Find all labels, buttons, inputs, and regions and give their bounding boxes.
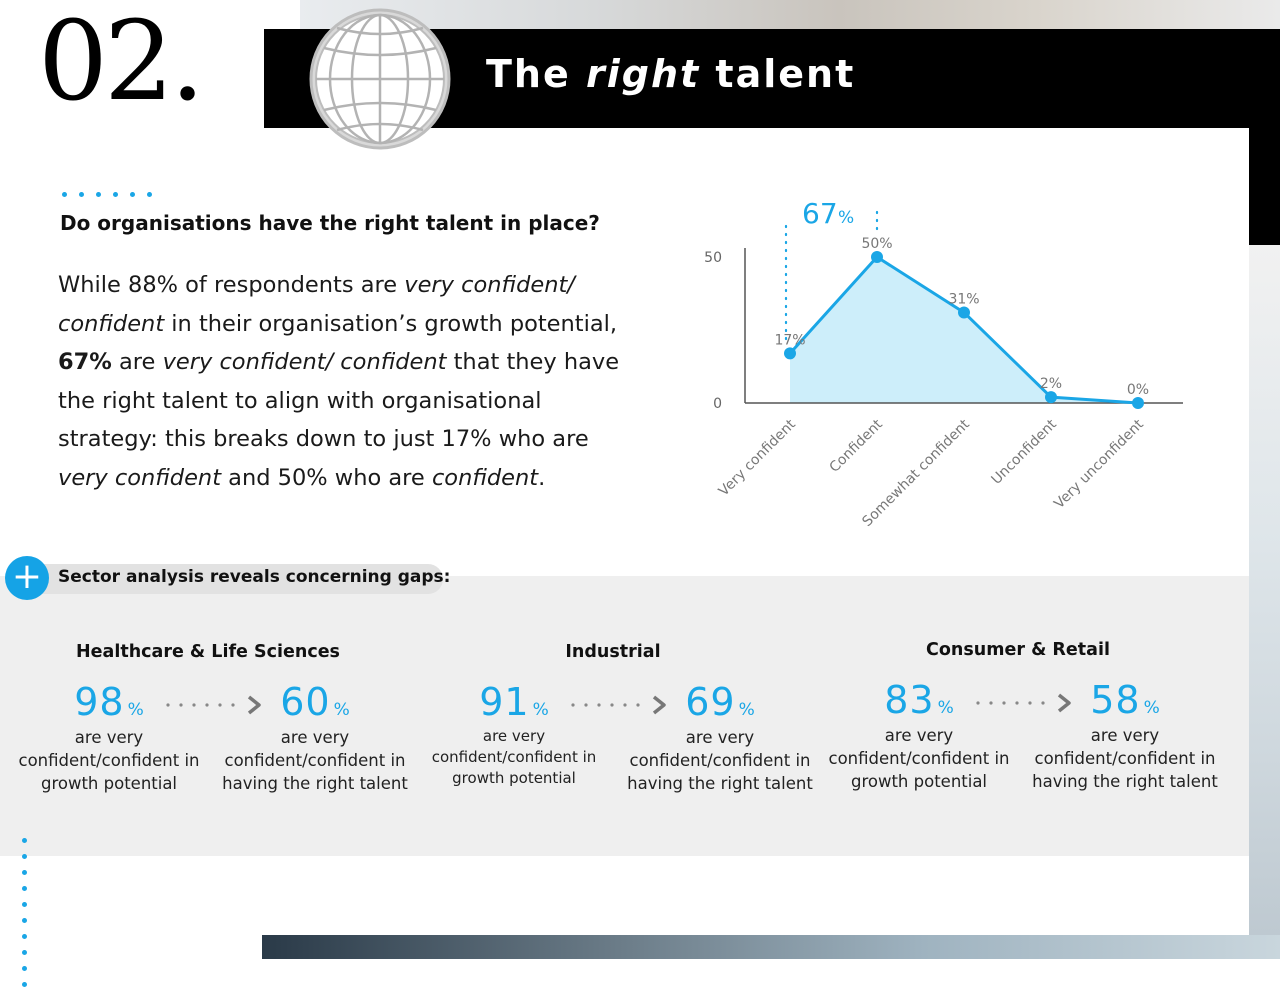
talent-value: 60 [280, 680, 331, 724]
highlight-value: 67 [802, 197, 838, 230]
description-line: confident/confident in [224, 751, 406, 770]
intro-text: . [538, 464, 546, 491]
data-label: 17% [774, 332, 805, 348]
decorative-dots-vertical [22, 838, 27, 998]
sector-title: Healthcare & Life Sciences [76, 642, 340, 662]
description-line: are very [74, 728, 144, 747]
growth-description: are very confident/confident in growth pot… [14, 726, 204, 795]
talent-description: are very confident/confident in having the… [220, 726, 410, 795]
plus-icon[interactable]: + [5, 556, 49, 600]
intro-text: While 88% of respondents are [58, 272, 405, 298]
intro-text: confident [431, 464, 539, 491]
arrow-right-icon [166, 695, 261, 715]
growth-description: are very confident/confident in growth pot… [824, 724, 1014, 793]
data-point [1132, 397, 1144, 409]
x-tick-label: Unconfident [988, 416, 1060, 488]
description-line: growth potential [40, 774, 178, 793]
description-line: are very [884, 726, 954, 745]
percent-sign: % [1143, 698, 1160, 718]
talent-description: are very confident/confident in having the… [625, 726, 815, 795]
sector-title: Industrial [565, 642, 661, 662]
data-point [958, 306, 970, 319]
background-photo-right [1249, 245, 1280, 959]
description-line: confident/confident in [1034, 749, 1216, 768]
growth-value: 91 [479, 680, 530, 724]
title-pre: The [486, 52, 571, 96]
intro-text: very confident/ confident [162, 349, 447, 375]
description-line: having the right talent [1032, 772, 1218, 791]
intro-text: that they have [446, 349, 620, 375]
description-line: having the right talent [627, 774, 813, 793]
background-photo-bottom [262, 935, 1280, 959]
data-point [871, 251, 883, 263]
description-line: growth potential [452, 769, 576, 787]
talent-value: 69 [685, 680, 736, 724]
description-line: confident/confident in [828, 749, 1010, 768]
talent-stat: 69% are very confident/confident in having … [625, 680, 815, 795]
data-label: 31% [948, 291, 979, 307]
intro-text: strategy: this breaks down to just 17% w… [58, 426, 589, 452]
description-line: are very [685, 728, 755, 747]
description-line: confident/confident in [629, 751, 811, 770]
intro-text: and 50% who are [221, 464, 432, 491]
data-point [784, 347, 796, 360]
intro-text: are [111, 349, 163, 375]
y-tick-label: 0 [713, 396, 722, 412]
data-point [1045, 391, 1057, 404]
percent-sign: % [127, 700, 144, 720]
description-line: are very [1090, 726, 1160, 745]
talent-value: 58 [1090, 678, 1141, 722]
data-label: 50% [861, 236, 892, 252]
intro-text: confident [58, 310, 165, 337]
y-tick-label: 50 [704, 250, 722, 266]
percent-sign: % [333, 700, 350, 720]
description-line: are very [280, 728, 350, 747]
growth-description: are very confident/confident in growth pot… [419, 726, 609, 789]
sector-heading-pill [20, 564, 443, 594]
intro-text: in their organisation’s growth potential… [164, 310, 618, 337]
title-post: talent [715, 52, 856, 96]
percent-sign: % [937, 698, 954, 718]
talent-stat: 60% are very confident/confident in having … [220, 680, 410, 795]
percent-sign: % [738, 700, 755, 720]
page-title: The right talent [486, 52, 855, 96]
data-label: 0% [1127, 382, 1149, 398]
x-tick-label: Confident [826, 416, 886, 476]
growth-stat: 91% are very confident/confident in growth … [419, 680, 609, 789]
intro-paragraph: While 88% of respondents are very confid… [58, 266, 648, 497]
growth-value: 98 [74, 680, 125, 724]
talent-stat: 58% are very confident/confident in having … [1030, 678, 1220, 793]
highlight-unit: % [838, 208, 854, 228]
sector-title: Consumer & Retail [926, 640, 1110, 660]
globe-icon [309, 8, 451, 150]
description-line: confident/confident in [18, 751, 200, 770]
arrow-right-icon [571, 695, 666, 715]
intro-text: very confident [58, 464, 222, 491]
growth-stat: 83% are very confident/confident in growth … [824, 678, 1014, 793]
growth-value: 83 [884, 678, 935, 722]
decorative-dots [62, 182, 164, 201]
description-line: are very [482, 727, 546, 745]
x-tick-label: Very confident [716, 416, 799, 499]
intro-text: the right talent to align with organisat… [58, 387, 542, 414]
description-line: growth potential [850, 772, 988, 791]
arrow-right-icon [976, 693, 1071, 713]
section-question: Do organisations have the right talent i… [60, 211, 600, 235]
title-emphasis: right [585, 52, 701, 96]
sector-panel [0, 576, 1249, 856]
sector-heading: Sector analysis reveals concerning gaps: [58, 567, 451, 587]
chart-area-fill [790, 257, 1138, 403]
x-tick-label: Very unconfident [1051, 416, 1147, 512]
intro-text: very confident/ [404, 272, 575, 298]
description-line: confident/confident in [431, 748, 597, 766]
data-label: 2% [1040, 376, 1062, 392]
growth-stat: 98% are very confident/confident in growth … [14, 680, 204, 795]
intro-highlight: 67% [58, 349, 112, 375]
section-number: 02. [38, 0, 205, 125]
percent-sign: % [532, 700, 549, 720]
talent-description: are very confident/confident in having the… [1030, 724, 1220, 793]
confidence-chart: 0 50 67 % 17% 50% 31% 2% 0% Very confident Confide… [704, 197, 1183, 530]
description-line: having the right talent [222, 774, 408, 793]
title-bar-edge [1249, 128, 1280, 245]
